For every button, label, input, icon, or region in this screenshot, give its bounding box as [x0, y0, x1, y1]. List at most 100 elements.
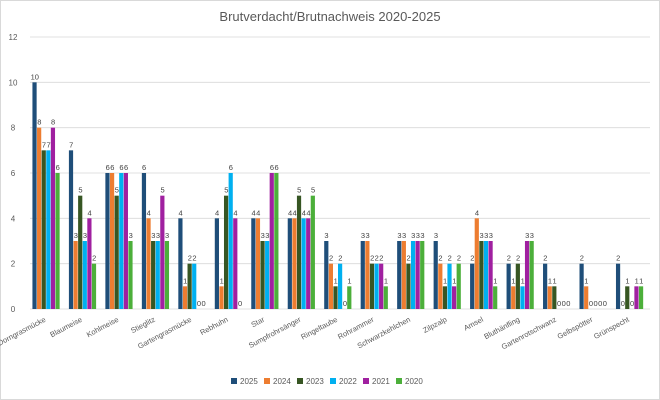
- data-label: 0: [557, 299, 561, 308]
- x-category-label: Kohlmeise: [85, 315, 120, 339]
- bar-2025: [470, 263, 475, 309]
- data-label: 1: [443, 276, 447, 285]
- legend-label: 2024: [273, 377, 291, 386]
- data-label: 0: [197, 299, 201, 308]
- bar-2020: [638, 286, 644, 309]
- x-category-label: Ringeltaube: [299, 315, 339, 342]
- bar-2021: [524, 241, 530, 309]
- data-label: 5: [297, 186, 301, 195]
- bar-2025: [32, 82, 37, 309]
- data-label: 1: [183, 276, 187, 285]
- bar-2023: [625, 286, 630, 309]
- bar-2022: [338, 263, 343, 309]
- bar-2025: [615, 263, 621, 309]
- data-label: 0: [603, 299, 607, 308]
- data-label: 2: [543, 254, 547, 263]
- bar-2020: [347, 286, 352, 309]
- y-tick-label: 2: [11, 260, 16, 269]
- data-label: 4: [475, 208, 479, 217]
- bar-2021: [306, 218, 311, 309]
- data-label: 3: [265, 231, 269, 240]
- legend-swatch: [363, 378, 369, 384]
- bar-2023: [223, 195, 229, 309]
- data-label: 4: [288, 208, 292, 217]
- bar-2024: [438, 263, 443, 309]
- bar-2023: [515, 263, 520, 309]
- data-label: 1: [625, 276, 629, 285]
- data-label: 1: [511, 276, 515, 285]
- data-label: 4: [88, 208, 92, 217]
- bar-2023: [442, 286, 448, 309]
- data-label: 3: [411, 231, 415, 240]
- data-label: 6: [110, 163, 114, 172]
- bar-2025: [68, 150, 74, 309]
- bar-2025: [433, 241, 438, 309]
- bar-2020: [420, 241, 425, 309]
- x-category-label: Grünspecht: [592, 314, 631, 341]
- bar-2020: [383, 286, 388, 309]
- bar-2022: [155, 241, 160, 309]
- data-label: 6: [124, 163, 128, 172]
- bar-2024: [182, 286, 188, 309]
- bar-2022: [46, 150, 51, 309]
- data-label: 6: [56, 163, 60, 172]
- y-tick-label: 10: [9, 78, 18, 87]
- data-label: 5: [160, 186, 164, 195]
- data-label: 6: [274, 163, 278, 172]
- bar-2024: [547, 286, 552, 309]
- legend-swatch: [330, 378, 336, 384]
- bar-2025: [141, 173, 147, 309]
- x-category-label: Zilpzalp: [421, 315, 448, 335]
- legend-label: 2025: [240, 377, 258, 386]
- bar-2024: [365, 241, 370, 309]
- data-label: 3: [402, 231, 406, 240]
- bar-2020: [529, 241, 534, 309]
- bar-2020: [274, 173, 279, 309]
- bar-2023: [406, 263, 411, 309]
- bar-2022: [301, 218, 306, 309]
- bars: [32, 82, 644, 310]
- bar-2023: [369, 263, 375, 309]
- data-label: 6: [142, 163, 146, 172]
- bar-2023: [78, 195, 83, 309]
- bar-2025: [105, 173, 110, 309]
- bar-2022: [192, 263, 197, 309]
- data-label: 0: [238, 299, 242, 308]
- bar-2020: [91, 263, 97, 309]
- x-category-label: Stieglitz: [129, 315, 157, 335]
- bar-2021: [488, 241, 493, 309]
- bar-2022: [374, 263, 379, 309]
- bar-2024: [474, 218, 479, 309]
- bar-2021: [415, 241, 420, 309]
- data-label: 0: [566, 299, 570, 308]
- data-label: 1: [347, 276, 351, 285]
- bar-2020: [55, 173, 60, 309]
- data-label: 6: [119, 163, 123, 172]
- data-label: 4: [147, 208, 151, 217]
- data-label: 3: [129, 231, 133, 240]
- bar-2021: [160, 195, 165, 309]
- bar-2021: [452, 286, 457, 309]
- bar-2020: [128, 241, 133, 309]
- data-label: 1: [552, 276, 556, 285]
- bar-2023: [260, 241, 265, 309]
- data-label: 7: [46, 140, 50, 149]
- bar-2020: [456, 263, 461, 309]
- y-tick-label: 8: [11, 124, 16, 133]
- bar-2022: [228, 173, 233, 309]
- data-label: 4: [306, 208, 310, 217]
- x-category-label: Amsel: [462, 315, 485, 333]
- data-label: 3: [151, 231, 155, 240]
- bar-2025: [251, 218, 256, 309]
- data-label: 0: [630, 299, 634, 308]
- bar-2024: [292, 218, 297, 309]
- data-label: 1: [384, 276, 388, 285]
- data-label: 3: [525, 231, 529, 240]
- data-label: 3: [365, 231, 369, 240]
- legend-label: 2023: [306, 377, 324, 386]
- data-label: 1: [548, 276, 552, 285]
- bar-2023: [333, 286, 338, 309]
- data-label: 5: [224, 186, 228, 195]
